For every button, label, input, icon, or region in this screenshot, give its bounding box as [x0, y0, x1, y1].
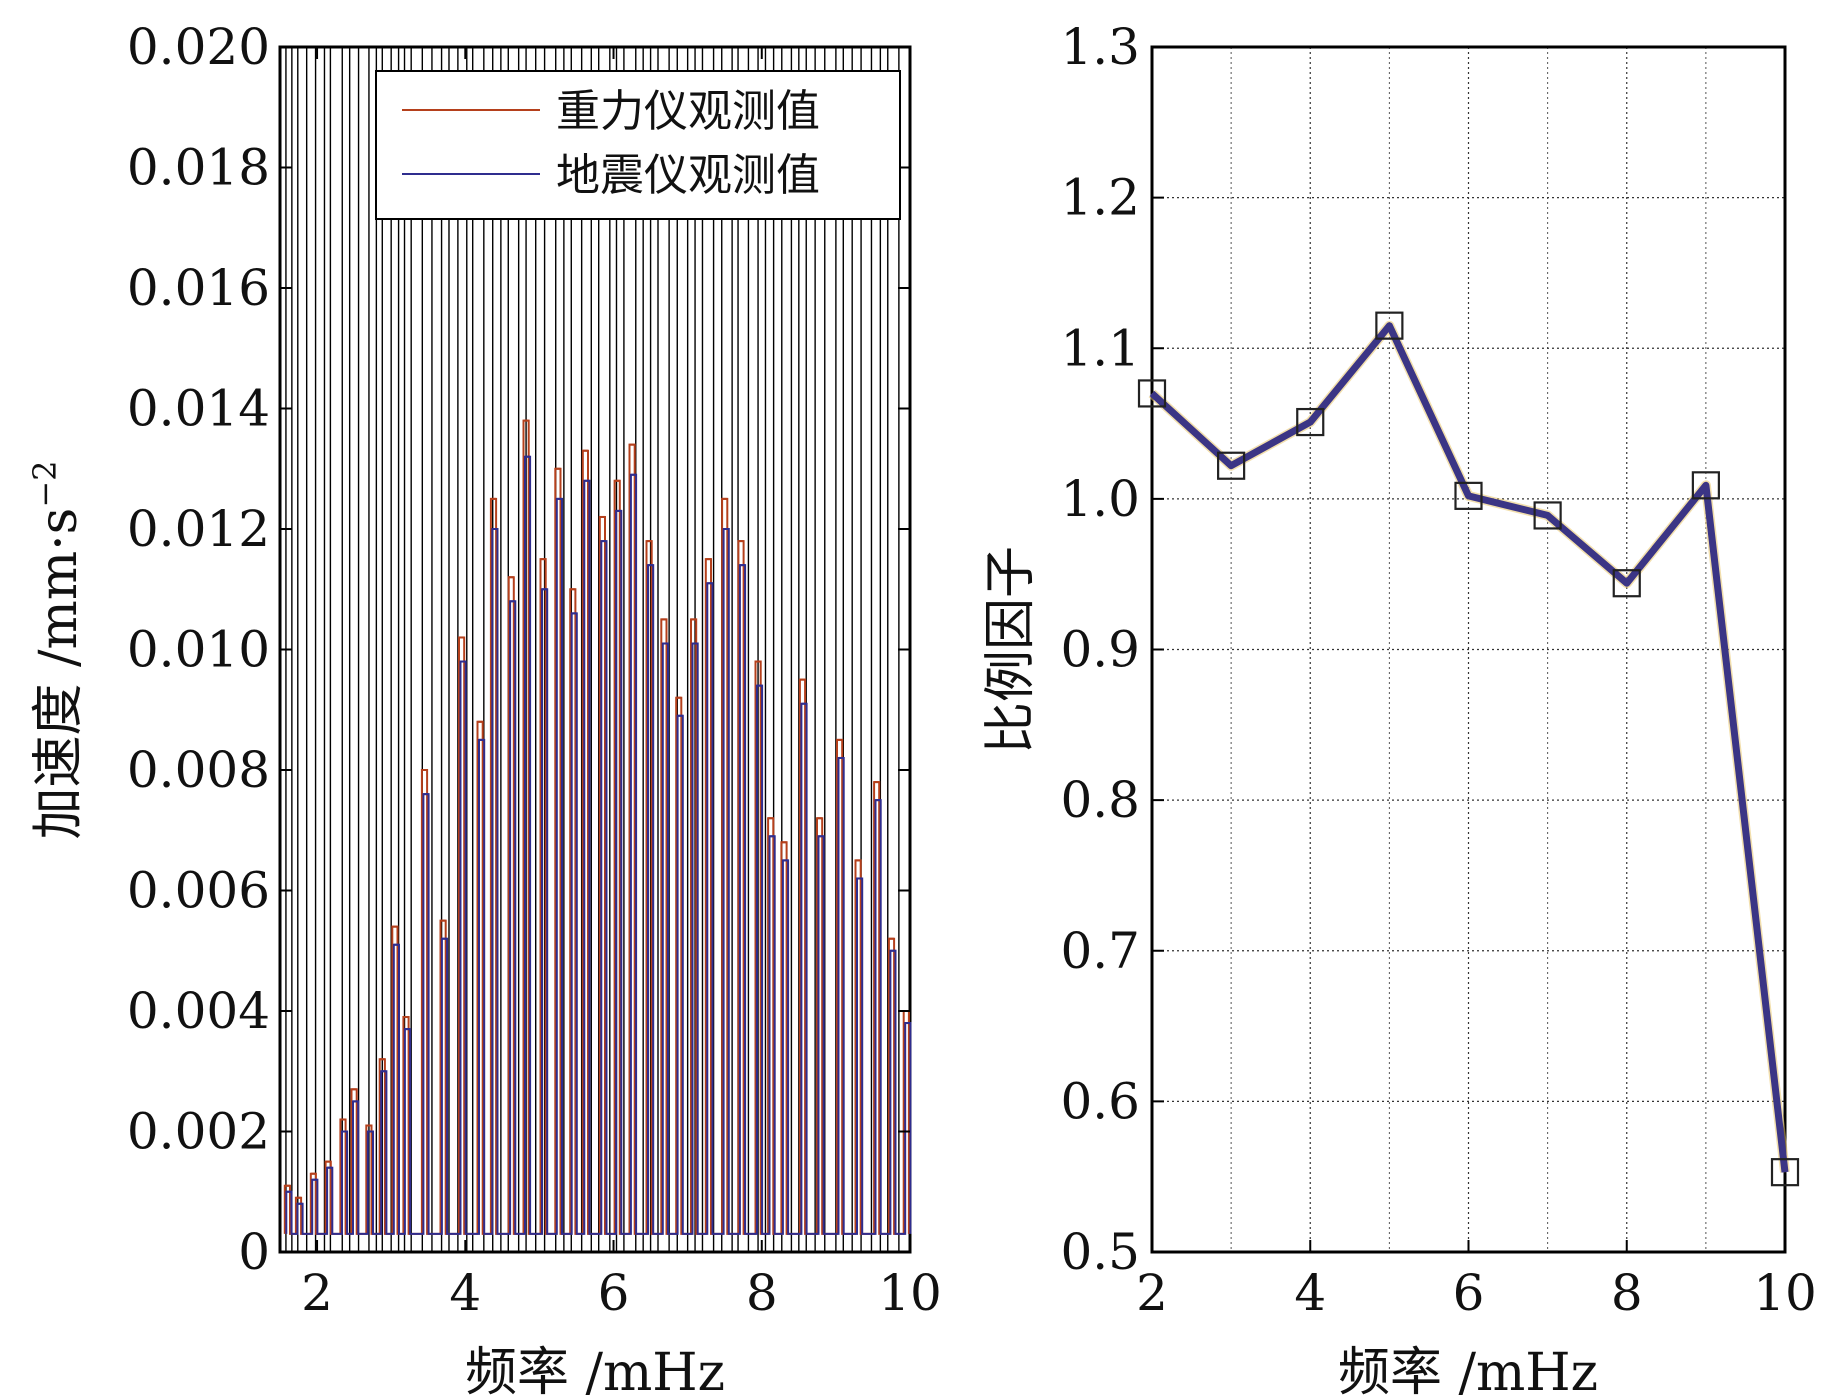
left-y-tick-label-7: 0.014 [127, 380, 270, 438]
left-x-axis-label: 频率 /mHz [465, 1343, 725, 1395]
right-x-tick-label-0: 2 [1136, 1264, 1168, 1322]
left-x-tick-label-2: 6 [598, 1264, 630, 1322]
legend-label-gravimeter: 重力仪观测值 [556, 86, 820, 137]
left-x-tick-label-1: 4 [449, 1264, 481, 1322]
legend: 重力仪观测值 地震仪观测值 [375, 70, 901, 220]
left-y-tick-label-5: 0.010 [127, 621, 270, 679]
left-y-axis-label: 加速度 /mm·s−2 [26, 460, 89, 839]
right-y-tick-label-0: 0.5 [1060, 1223, 1140, 1281]
scale-factor-marker-1 [1217, 451, 1246, 480]
scale-factor-line [1148, 320, 1790, 1173]
scale-factor-marker-8 [1770, 1158, 1800, 1187]
right-y-tick-label-3: 0.8 [1060, 771, 1140, 829]
scale-factor-markers [1137, 311, 1800, 1187]
left-x-tick-label-4: 10 [878, 1264, 942, 1322]
legend-label-seismometer: 地震仪观测值 [556, 150, 820, 201]
left-y-axis-label-superscript: −2 [26, 460, 64, 507]
left-y-tick-label-8: 0.016 [127, 259, 270, 317]
scale-factor-marker-2 [1296, 407, 1325, 437]
left-x-ticks: 2 4 6 8 10 [301, 47, 942, 1322]
right-y-axis-label: 比例因子 [981, 546, 1041, 754]
right-x-tick-label-2: 6 [1453, 1264, 1485, 1322]
left-x-tick-label-0: 2 [301, 1264, 333, 1322]
scale-factor-marker-7 [1691, 471, 1720, 500]
scale-factor-marker-5 [1533, 501, 1562, 530]
scale-factor-line-path [1149, 322, 1789, 1173]
left-x-tick-label-3: 8 [746, 1264, 778, 1322]
left-y-axis-label-main: 加速度 /mm·s [29, 508, 89, 840]
right-grid [1151, 46, 1786, 1253]
right-y-tick-label-5: 1.0 [1060, 470, 1140, 528]
left-y-tick-label-4: 0.008 [127, 741, 270, 799]
right-y-tick-label-4: 0.9 [1060, 621, 1140, 679]
left-y-tick-label-0: 0 [238, 1223, 270, 1281]
scale-factor-marker-6 [1612, 569, 1641, 598]
scale-factor-chart: 2 4 6 8 10 0.5 0.6 0.7 0.8 0.9 1.0 1.1 1.2 1.3 频率 /m… [981, 18, 1817, 1395]
left-y-axis-label-group: 加速度 /mm·s−2 [26, 460, 89, 839]
left-y-ticks: 0 0.002 0.004 0.006 0.008 0.010 0.012 0.014 0.01… [127, 18, 910, 1281]
left-y-tick-label-9: 0.018 [127, 139, 270, 197]
right-y-tick-label-2: 0.7 [1060, 922, 1140, 980]
left-y-tick-label-1: 0.002 [127, 1103, 270, 1161]
left-y-tick-label-6: 0.012 [127, 500, 270, 558]
right-y-axis-label-group: 比例因子 [981, 546, 1041, 754]
right-x-tick-label-4: 10 [1753, 1264, 1817, 1322]
right-x-tick-label-3: 8 [1611, 1264, 1643, 1322]
scale-factor-marker-0 [1137, 379, 1167, 408]
left-y-tick-label-3: 0.006 [127, 862, 270, 920]
right-y-tick-label-6: 1.1 [1060, 319, 1140, 377]
right-x-tick-label-1: 4 [1294, 1264, 1326, 1322]
scale-factor-marker-4 [1454, 481, 1483, 510]
right-y-tick-label-8: 1.3 [1060, 18, 1140, 76]
right-x-axis-label: 频率 /mHz [1338, 1343, 1598, 1395]
legend-box [375, 70, 901, 220]
left-y-tick-label-10: 0.020 [127, 18, 270, 76]
seismometer-series [285, 455, 912, 1235]
left-y-tick-label-2: 0.004 [127, 982, 270, 1040]
right-y-ticks: 0.5 0.6 0.7 0.8 0.9 1.0 1.1 1.2 1.3 [1060, 18, 1164, 1281]
acceleration-spectrum-chart: 2 4 6 8 10 0 0.002 0.004 0.006 0.008 0.010 0.012 0.… [26, 18, 942, 1395]
right-y-tick-label-7: 1.2 [1060, 169, 1140, 227]
right-x-ticks: 2 4 6 8 10 [1136, 1240, 1817, 1322]
scale-factor-marker-3 [1375, 311, 1404, 340]
right-y-tick-label-1: 0.6 [1060, 1072, 1140, 1130]
